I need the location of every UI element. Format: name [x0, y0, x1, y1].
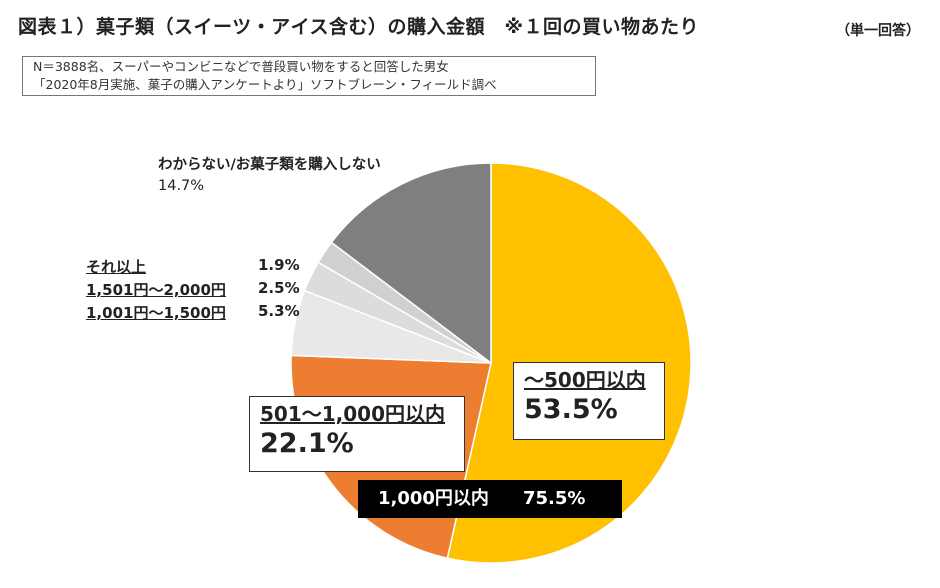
- source-line-survey: 「2020年8月実施、菓子の購入アンケートより」ソフトブレーン・フィールド調べ: [33, 77, 497, 92]
- answer-type-note: （単一回答）: [836, 23, 920, 39]
- summary-banner-value: 75.5%: [522, 488, 586, 509]
- label-1501-2000: 1,501円～2,000円 2.5%: [86, 279, 300, 300]
- summary-banner: 1,000円以内 75.5%: [358, 480, 622, 518]
- label-1001-1500-value: 5.3%: [258, 302, 300, 320]
- label-under-500: ～500円以内 53.5%: [513, 362, 665, 440]
- label-unknown-category: わからない/お菓子類を購入しない: [158, 157, 381, 173]
- label-501-1000: 501～1,000円以内 22.1%: [249, 396, 465, 472]
- summary-banner-label: 1,000円以内: [378, 488, 489, 509]
- label-1001-1500: 1,001円～1,500円 5.3%: [86, 302, 300, 323]
- source-line-sample: N＝3888名、スーパーやコンビニなどで普段買い物をすると回答した男女: [33, 59, 449, 74]
- label-under-500-value: 53.5%: [524, 394, 618, 425]
- label-over-2000: それ以上 1.9%: [86, 256, 300, 277]
- label-unknown: わからない/お菓子類を購入しない 14.7%: [158, 155, 381, 197]
- label-under-500-category: ～500円以内: [524, 368, 646, 392]
- label-1501-2000-value: 2.5%: [258, 279, 300, 297]
- survey-source-box: N＝3888名、スーパーやコンビニなどで普段買い物をすると回答した男女 「202…: [22, 56, 596, 96]
- label-over-2000-category: それ以上: [86, 258, 147, 276]
- label-1501-2000-category: 1,501円～2,000円: [86, 281, 226, 299]
- label-1001-1500-category: 1,001円～1,500円: [86, 304, 226, 322]
- label-over-2000-value: 1.9%: [258, 256, 300, 274]
- chart-title: 図表１）菓子類（スイーツ・アイス含む）の購入金額 ※１回の買い物あたり: [18, 16, 700, 38]
- slice-unknown: [330, 162, 492, 365]
- label-501-1000-value: 22.1%: [260, 428, 354, 459]
- label-501-1000-category: 501～1,000円以内: [260, 402, 446, 426]
- label-unknown-value: 14.7%: [158, 178, 205, 194]
